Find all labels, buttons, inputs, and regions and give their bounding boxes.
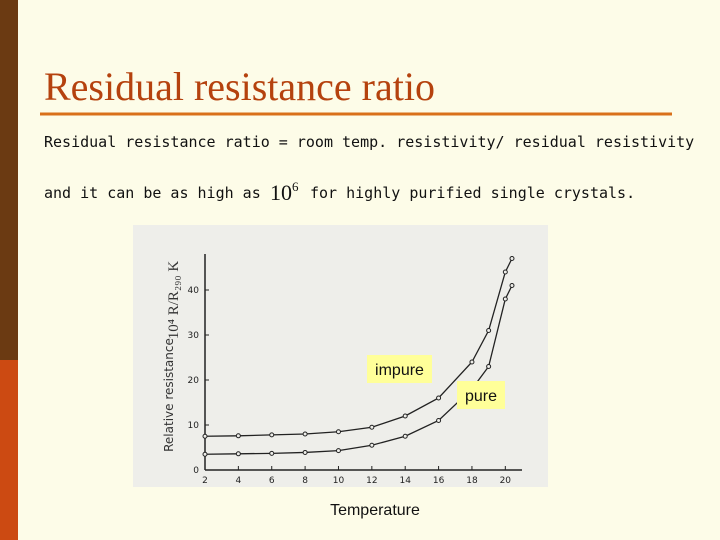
curve [204, 285, 513, 455]
x-tick-label: 12 [366, 476, 377, 486]
x-axis-label: Temperature [330, 502, 420, 519]
data-point [235, 433, 241, 439]
legend-label: pure [465, 388, 497, 405]
data-point [469, 359, 475, 365]
y-axis-label-scan: 10⁴ R/R₂₉₀ K [166, 261, 182, 340]
y-axis-label: Relative resistance [162, 338, 176, 452]
data-point [235, 451, 241, 457]
data-point [269, 450, 275, 456]
data-point [509, 283, 515, 288]
y-tick-label: 40 [188, 286, 200, 296]
body-line: Residual resistance ratio = room temp. r… [44, 133, 694, 151]
power-exp: 6 [292, 179, 299, 194]
data-point [302, 431, 308, 437]
data-point [402, 433, 408, 439]
curve [204, 258, 513, 437]
x-tick-label: 6 [269, 476, 275, 486]
chart-image [133, 225, 548, 487]
chart: 2 4 6 8 10 12 14 16 18 20 0 10 20 30 40 impure pure Tempe… [162, 254, 522, 519]
legend-box [367, 355, 432, 383]
data-point [369, 424, 375, 430]
y-tick-label: 0 [193, 466, 199, 476]
power-base: 10 [270, 180, 292, 205]
data-point [335, 429, 341, 435]
x-tick-label: 8 [302, 476, 308, 486]
x-tick-label: 18 [466, 476, 478, 486]
side-bar-top [0, 0, 18, 360]
data-point [269, 432, 275, 438]
side-bar-bottom [0, 360, 18, 540]
x-tick-label: 14 [399, 476, 411, 486]
legend-box [457, 381, 505, 409]
data-point [509, 256, 515, 261]
x-tick-label: 4 [236, 476, 242, 486]
data-point [486, 328, 492, 333]
data-point [335, 448, 341, 454]
data-point [486, 364, 492, 369]
data-point [502, 269, 508, 275]
y-tick-label: 30 [188, 331, 200, 341]
x-tick-label: 10 [333, 476, 345, 486]
data-point [369, 442, 375, 448]
legend-label: impure [375, 362, 424, 379]
x-tick-label: 20 [500, 476, 512, 486]
x-tick-label: 16 [433, 476, 445, 486]
slide-title: Residual resistance ratio [44, 64, 435, 109]
data-point [436, 418, 442, 423]
data-point [202, 451, 208, 457]
data-point [502, 296, 508, 302]
body-line: for highly purified single crystals. [310, 184, 635, 202]
body-line: and it can be as high as [44, 184, 261, 202]
power: 106 [270, 179, 299, 205]
y-tick-label: 20 [188, 376, 200, 386]
data-point [436, 395, 442, 401]
data-point [202, 433, 208, 439]
data-point [402, 413, 408, 419]
data-point [302, 449, 308, 455]
y-tick-label: 10 [188, 421, 200, 431]
x-tick-label: 2 [202, 476, 208, 486]
